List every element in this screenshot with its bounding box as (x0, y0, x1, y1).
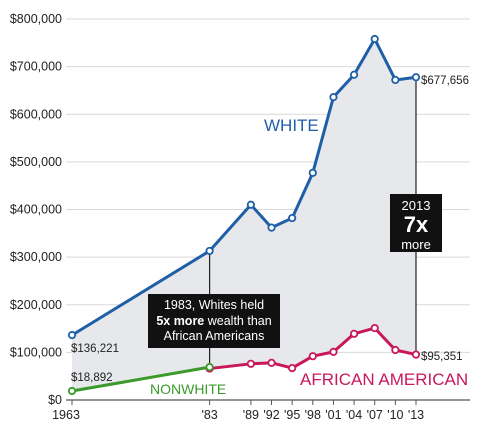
data-point (349, 70, 359, 79)
data-point (205, 363, 214, 372)
callout-2013-more: more (401, 237, 431, 252)
data-point (67, 386, 77, 396)
data-point (329, 93, 338, 102)
x-tick-label: '89 (243, 408, 259, 422)
series-points (67, 34, 421, 396)
x-tick-label: 1963 (52, 408, 80, 422)
x-axis-ticks: 1963 '83 '89 '92 '95 '98 '01 '04 '07 '10 '13 (52, 400, 424, 422)
x-tick-label: '13 (408, 408, 424, 422)
data-point (391, 75, 400, 85)
data-point (308, 352, 317, 361)
callout-1983-line1: 1983, Whites held (163, 298, 265, 312)
callout-1983-bold: 5x more (156, 313, 205, 328)
white-end-label: $677,656 (421, 75, 469, 87)
callout-1983-line3: African Americans (163, 329, 265, 343)
nonwhite-start-label: $18,892 (71, 372, 113, 384)
data-point (267, 358, 276, 367)
x-tick-label: '98 (305, 408, 321, 422)
y-axis-ticks: $800,000 $700,000 $600,000 $500,000 $400,000… (10, 12, 62, 407)
data-point (370, 323, 379, 333)
x-tick-label: '10 (387, 408, 403, 422)
y-tick-label: $100,000 (10, 345, 62, 359)
y-tick-label: $500,000 (10, 155, 62, 169)
x-tick-label: '01 (325, 408, 341, 422)
data-labels: $136,221 $677,656 $18,892 $95,351 WHITE … (71, 75, 469, 397)
aa-end-label: $95,351 (421, 351, 463, 363)
series-label-white: WHITE (264, 116, 319, 135)
x-tick-label: '92 (263, 408, 279, 422)
data-point (349, 329, 359, 338)
data-point (246, 200, 255, 209)
x-tick-label: '04 (346, 408, 362, 422)
callout-2013-year: 2013 (401, 198, 431, 213)
callout-1983-line2: wealth than (204, 313, 272, 328)
data-point (411, 350, 421, 359)
data-point (391, 345, 400, 355)
x-tick-label: '95 (284, 408, 300, 422)
y-tick-label: $400,000 (10, 203, 62, 217)
x-tick-label: '83 (201, 408, 217, 422)
data-point (205, 246, 214, 256)
callout-2013: 2013 7x more (390, 194, 442, 252)
y-tick-label: $0 (48, 393, 62, 407)
data-point (246, 359, 255, 368)
y-tick-label: $300,000 (10, 250, 62, 264)
y-tick-label: $200,000 (10, 298, 62, 312)
data-point (288, 213, 297, 223)
series-line-nonwhite (70, 365, 212, 393)
data-point (267, 223, 276, 232)
series-label-nonwhite: NONWHITE (150, 381, 226, 397)
callout-1983: 1983, Whites held 5x more wealth than Af… (148, 294, 280, 348)
y-tick-label: $600,000 (10, 107, 62, 121)
series-label-african-american: AFRICAN AMERICAN (300, 370, 468, 389)
x-tick-label: '07 (367, 408, 383, 422)
y-tick-label: $800,000 (10, 12, 62, 26)
data-point (411, 73, 421, 82)
data-point (308, 168, 317, 177)
y-tick-label: $700,000 (10, 60, 62, 74)
data-point (288, 363, 297, 373)
series-line-african-american (208, 326, 418, 371)
data-point (329, 347, 338, 356)
data-point (370, 34, 379, 44)
data-point (67, 331, 77, 340)
white-start-label: $136,221 (71, 343, 119, 355)
callout-2013-multiplier: 7x (403, 212, 429, 237)
